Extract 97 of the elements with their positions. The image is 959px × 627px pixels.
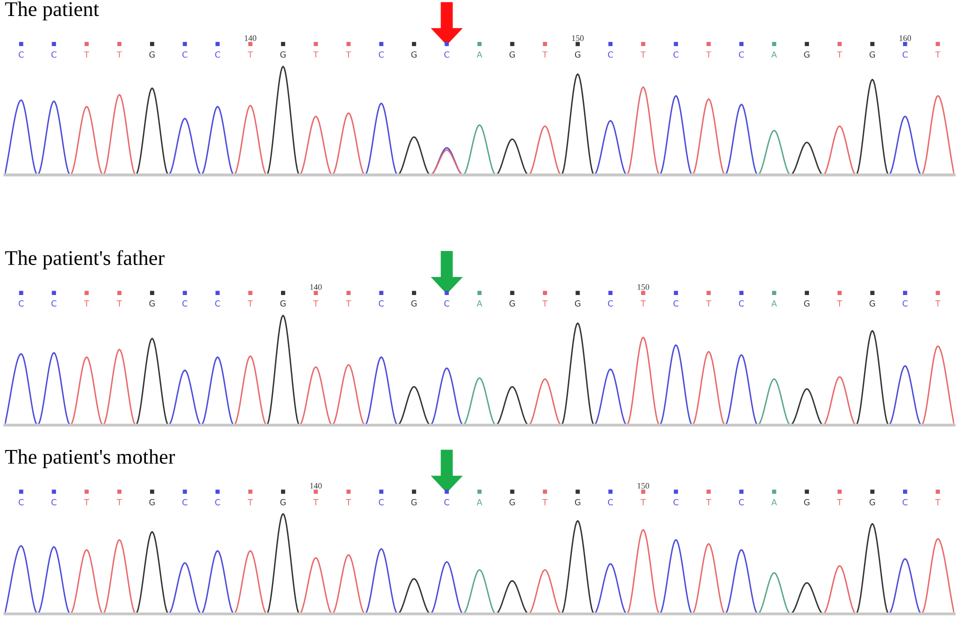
text: G xyxy=(870,51,875,58)
text: G xyxy=(280,300,286,307)
text: T xyxy=(640,51,646,58)
text: G xyxy=(870,300,875,307)
chart-title: The patient's father xyxy=(5,250,165,270)
text: T xyxy=(346,499,352,506)
text: T xyxy=(837,300,842,306)
text: G xyxy=(509,51,515,58)
chart-title: The patient xyxy=(5,2,99,20)
text: C xyxy=(215,300,220,307)
text: T xyxy=(248,499,253,506)
text: G xyxy=(280,51,286,58)
text: T xyxy=(935,51,940,58)
text: C xyxy=(378,300,384,307)
text: C xyxy=(444,300,450,307)
text: T xyxy=(542,51,548,58)
x-tick-label: 140 xyxy=(310,284,322,290)
text: A xyxy=(476,300,482,306)
text: C xyxy=(673,499,678,506)
text: A xyxy=(476,499,482,506)
text: C xyxy=(51,300,56,307)
text: C xyxy=(738,300,744,307)
text: G xyxy=(411,300,417,307)
text: T xyxy=(313,51,318,58)
text: C xyxy=(673,300,678,307)
text: T xyxy=(837,51,842,58)
text: T xyxy=(542,300,548,306)
text: C xyxy=(18,51,24,58)
text: C xyxy=(444,51,450,58)
text: G xyxy=(280,499,286,506)
text: G xyxy=(411,51,417,58)
text: G xyxy=(804,499,810,506)
text: C xyxy=(182,499,188,506)
text: C xyxy=(444,499,450,506)
text: C xyxy=(738,499,744,506)
text: T xyxy=(706,51,712,58)
text: A xyxy=(771,300,777,306)
text: T xyxy=(313,499,318,506)
text: T xyxy=(313,300,318,306)
text: A xyxy=(771,51,777,58)
text: T xyxy=(837,499,842,506)
text: C xyxy=(18,300,24,307)
text: C xyxy=(673,51,678,58)
text: G xyxy=(574,51,580,58)
text: C xyxy=(902,51,908,58)
text: T xyxy=(706,300,712,306)
text: C xyxy=(902,499,908,506)
text: T xyxy=(935,499,940,506)
text: G xyxy=(509,300,515,307)
text: C xyxy=(902,300,908,307)
text: A xyxy=(476,51,482,58)
text: G xyxy=(574,300,580,307)
x-tick-label: 150 xyxy=(638,284,650,290)
text: C xyxy=(51,51,56,58)
text: G xyxy=(804,51,810,58)
text: C xyxy=(608,499,613,506)
text: T xyxy=(248,51,253,58)
text: C xyxy=(51,499,56,506)
text: G xyxy=(509,499,515,506)
text: G xyxy=(149,499,155,506)
text: T xyxy=(640,499,646,506)
text: C xyxy=(378,51,384,58)
text: T xyxy=(84,51,90,58)
x-tick-label: 140 xyxy=(310,482,322,489)
text: C xyxy=(738,51,744,58)
x-tick-label: 140 xyxy=(244,35,256,41)
text: A xyxy=(771,499,777,506)
text: G xyxy=(804,300,810,307)
text: T xyxy=(706,499,712,506)
text: T xyxy=(248,300,253,306)
text: C xyxy=(182,51,188,58)
text: T xyxy=(346,300,352,306)
text: C xyxy=(378,499,384,506)
text: G xyxy=(574,499,580,506)
text: T xyxy=(346,51,352,58)
text: G xyxy=(149,51,155,58)
text: C xyxy=(215,499,220,506)
x-tick-label: 150 xyxy=(638,482,650,489)
text: C xyxy=(18,499,24,506)
text: T xyxy=(84,499,90,506)
text: G xyxy=(870,499,875,506)
text: C xyxy=(182,300,188,307)
text: G xyxy=(149,300,155,307)
text: T xyxy=(116,300,122,306)
text: T xyxy=(116,51,122,58)
x-tick-label: 150 xyxy=(572,35,584,41)
text: T xyxy=(84,300,90,306)
text: T xyxy=(935,300,940,306)
chart-title: The patient's mother xyxy=(5,449,175,468)
text: G xyxy=(411,499,417,506)
text: C xyxy=(608,300,613,307)
x-tick-label: 160 xyxy=(900,35,912,41)
text: T xyxy=(116,499,122,506)
text: C xyxy=(608,51,613,58)
text: T xyxy=(542,499,548,506)
text: T xyxy=(640,300,646,306)
text: C xyxy=(215,51,220,58)
